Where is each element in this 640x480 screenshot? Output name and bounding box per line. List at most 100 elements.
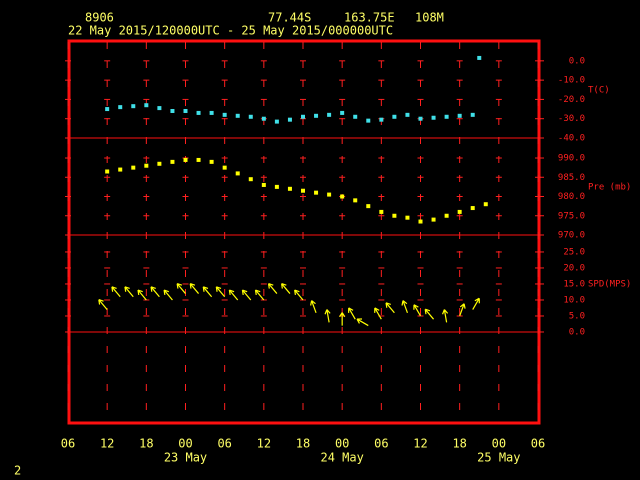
x-tick-label: 18 (452, 437, 466, 451)
data-point (261, 116, 266, 121)
data-point (477, 55, 482, 60)
wind-arrow (176, 283, 186, 294)
data-point (196, 157, 201, 162)
wind-arrow (472, 297, 480, 310)
wind-arrow (294, 289, 304, 301)
y-tick-label: 975.0 (558, 211, 585, 221)
y-tick-label: 980.0 (558, 192, 585, 202)
data-point (457, 209, 462, 214)
data-point (157, 161, 162, 166)
wind-arrow (254, 289, 265, 301)
wind-arrow (215, 286, 226, 298)
data-point (261, 182, 266, 187)
wind-arrow (401, 300, 409, 313)
frame (67, 39, 541, 425)
data-point (353, 198, 358, 203)
data-point (118, 167, 123, 172)
x-tick-label: 12 (413, 437, 427, 451)
data-point (248, 177, 253, 182)
wind-arrow (348, 307, 356, 320)
y-tick-label: 20.0 (563, 263, 585, 273)
wind-arrow (374, 307, 382, 320)
x-tick-label: 06 (217, 437, 231, 451)
data-point (235, 171, 240, 176)
wind-arrow (189, 283, 200, 294)
x-tick-label: 18 (139, 437, 153, 451)
data-point (222, 112, 227, 117)
y-tick-label: 0.0 (569, 56, 585, 66)
data-point (170, 159, 175, 164)
wind-arrow (280, 283, 291, 294)
data-point (183, 157, 188, 162)
wind-arrow (459, 303, 466, 317)
y-axis-label: Pre (mb) (588, 183, 631, 193)
y-tick-label: 25.0 (563, 247, 585, 257)
data-point (118, 105, 123, 110)
data-point (274, 184, 279, 189)
data-point (183, 108, 188, 113)
y-tick-label: 10.0 (563, 295, 585, 305)
data-point (444, 213, 449, 218)
y-axis-label: SPD(MPS) (588, 280, 631, 290)
data-point (457, 113, 462, 118)
data-point (418, 116, 423, 121)
data-point (418, 219, 423, 224)
x-tick-label: 00 (492, 437, 506, 451)
x-tick-label: 00 (178, 437, 192, 451)
data-point (157, 106, 162, 111)
y-tick-label: 5.0 (569, 311, 585, 321)
wind-arrow (356, 318, 369, 327)
x-tick-label: 06 (61, 437, 75, 451)
wind-arrow (267, 283, 278, 294)
y-tick-label: 990.0 (558, 154, 585, 164)
wind-arrow (441, 309, 449, 323)
data-point (340, 110, 345, 115)
x-tick-label: 06 (374, 437, 388, 451)
data-point (274, 119, 279, 124)
data-point (444, 114, 449, 119)
x-tick-label: 12 (100, 437, 114, 451)
data-point (470, 112, 475, 117)
wind-arrow (424, 308, 435, 320)
wind-arrow (339, 312, 346, 326)
y-tick-label: -10.0 (558, 76, 585, 86)
wind-arrow (324, 309, 331, 323)
wind-arrow (228, 289, 239, 301)
data-point (353, 114, 358, 119)
data-point (222, 165, 227, 170)
x-tick-label: 12 (257, 437, 271, 451)
wind-arrow (150, 286, 160, 298)
wind-arrow (413, 304, 422, 317)
data-point (392, 114, 397, 119)
latitude: 77.44S (268, 11, 311, 25)
wind-arrow (310, 300, 317, 313)
data-point (287, 186, 292, 191)
longitude: 163.75E (344, 11, 395, 25)
data-point (105, 169, 110, 174)
y-tick-label: -40.0 (558, 134, 585, 144)
data-point (209, 159, 214, 164)
data-point (431, 217, 436, 222)
data-point (405, 112, 410, 117)
elevation: 108M (415, 11, 444, 25)
y-tick-label: -20.0 (558, 95, 585, 105)
data-point (405, 215, 410, 220)
data-point (392, 213, 397, 218)
x-day-label: 24 May (320, 451, 363, 465)
data-point (287, 117, 292, 122)
x-tick-label: 06 (531, 437, 545, 451)
data-point (196, 110, 201, 115)
y-tick-label: 0.0 (569, 327, 585, 337)
data-point (379, 209, 384, 214)
data-point (144, 163, 149, 168)
station-id: 8906 (85, 11, 114, 25)
wind-arrow (202, 286, 213, 298)
data-point (235, 113, 240, 118)
y-tick-label: -30.0 (558, 114, 585, 124)
data-point (209, 110, 214, 115)
data-point (366, 204, 371, 209)
wind-arrow (385, 302, 395, 314)
data-point (301, 188, 305, 193)
wind-arrow (137, 289, 147, 301)
